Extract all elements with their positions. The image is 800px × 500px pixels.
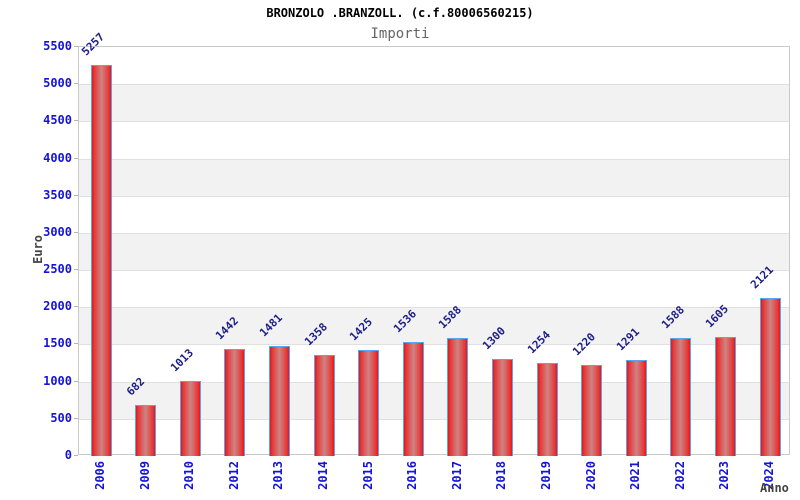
bar-2020 — [581, 365, 603, 456]
bar-2024 — [759, 298, 781, 456]
bar-2010 — [179, 380, 201, 456]
x-tick-label-text: 2019 — [539, 461, 553, 490]
y-tick-label: 5000 — [43, 76, 72, 91]
plot-band — [79, 270, 789, 307]
x-tick-label: 2012 — [225, 461, 243, 500]
x-tick-label-text: 2020 — [583, 461, 598, 490]
bar-2012 — [224, 348, 246, 456]
y-tick-label: 5500 — [43, 39, 72, 53]
x-tick-label-text: 2006 — [93, 461, 107, 490]
x-tick-label-text: 2014 — [316, 461, 330, 490]
y-tick-mark — [74, 417, 78, 419]
x-tick-label: 2016 — [403, 461, 421, 500]
y-tick-label: 1500 — [43, 336, 72, 351]
x-tick-label: 2015 — [359, 461, 377, 500]
y-tick-mark — [74, 455, 78, 456]
plot-band — [79, 47, 789, 84]
y-axis-title-text: Euro — [31, 234, 45, 264]
x-tick-label-text: 2013 — [271, 461, 286, 490]
chart-title: BRONZOLO .BRANZOLL. (c.f.80006560215) — [266, 6, 534, 20]
y-tick-mark — [74, 194, 78, 196]
x-tick-label-text: 2012 — [226, 461, 241, 490]
bar-2006 — [90, 65, 112, 456]
bar-2014 — [313, 355, 335, 456]
bar-2017 — [447, 337, 469, 456]
x-tick-label-text: 2010 — [182, 461, 197, 490]
y-tick-mark — [74, 231, 78, 233]
x-tick-label: 2009 — [136, 461, 154, 500]
x-tick-label-text: 2016 — [405, 461, 420, 490]
bar-2016 — [402, 341, 424, 456]
x-tick-label: 2013 — [269, 461, 287, 500]
y-tick-mark — [74, 269, 78, 271]
plot-band — [79, 158, 789, 196]
bar-2021 — [625, 359, 647, 456]
bar-2023 — [714, 336, 736, 456]
x-tick-label-text: 2022 — [672, 461, 687, 490]
y-tick-label: 4500 — [43, 113, 72, 128]
y-tick-label: 3500 — [43, 187, 72, 202]
y-tick-mark — [74, 46, 78, 47]
bar-2018 — [491, 359, 513, 456]
y-tick-label: 1000 — [43, 373, 72, 388]
x-tick-label: 2022 — [671, 461, 689, 500]
bar-2019 — [536, 362, 558, 456]
y-tick-label: 0 — [64, 448, 72, 462]
chart-subtitle: Importi — [370, 26, 430, 42]
y-tick-mark — [74, 157, 78, 159]
x-tick-label-text: 2015 — [360, 461, 375, 490]
plot-band — [79, 121, 789, 158]
y-tick-mark — [74, 343, 78, 345]
x-tick-label: 2020 — [582, 461, 600, 500]
x-tick-label: 2006 — [91, 461, 109, 500]
bar-2013 — [268, 345, 290, 456]
plot-band — [79, 344, 789, 381]
plot-area: 5257 682 1013 1442 1481 1358 1425 1536 1588 1300 1… — [78, 30, 790, 456]
x-tick-label-text: 2009 — [137, 461, 152, 490]
bar-2009 — [135, 405, 157, 456]
y-tick-mark — [74, 83, 78, 85]
y-tick-label: 2500 — [43, 262, 72, 277]
x-tick-label: 2010 — [180, 461, 198, 500]
x-tick-label: 2023 — [715, 461, 733, 500]
bar-2015 — [358, 350, 380, 456]
y-axis-title: Euro — [24, 224, 52, 274]
plot-band — [79, 418, 789, 456]
x-tick-label-text: 2023 — [717, 461, 732, 490]
y-tick-label: 2000 — [43, 299, 72, 314]
y-tick-label: 500 — [50, 410, 72, 425]
x-tick-label: 2018 — [492, 461, 510, 500]
x-tick-label-text: 2018 — [494, 461, 509, 490]
x-tick-label: 2017 — [448, 461, 466, 500]
y-tick-mark — [74, 380, 78, 382]
x-tick-label: 2019 — [537, 461, 555, 500]
plot-band — [79, 232, 789, 271]
plot-band — [79, 195, 789, 233]
x-tick-label-text: 2017 — [449, 461, 464, 490]
bar-2022 — [670, 337, 692, 456]
y-tick-mark — [74, 306, 78, 308]
x-axis-title: Anno — [760, 481, 789, 495]
x-tick-label-text: 2021 — [628, 461, 643, 490]
y-tick-label: 3000 — [43, 224, 72, 239]
x-tick-label: 2014 — [314, 461, 332, 500]
y-tick-mark — [74, 120, 78, 122]
plot-band — [79, 307, 789, 345]
plot-band — [79, 84, 789, 122]
x-tick-label: 2021 — [626, 461, 644, 500]
y-tick-label: 4000 — [43, 150, 72, 165]
